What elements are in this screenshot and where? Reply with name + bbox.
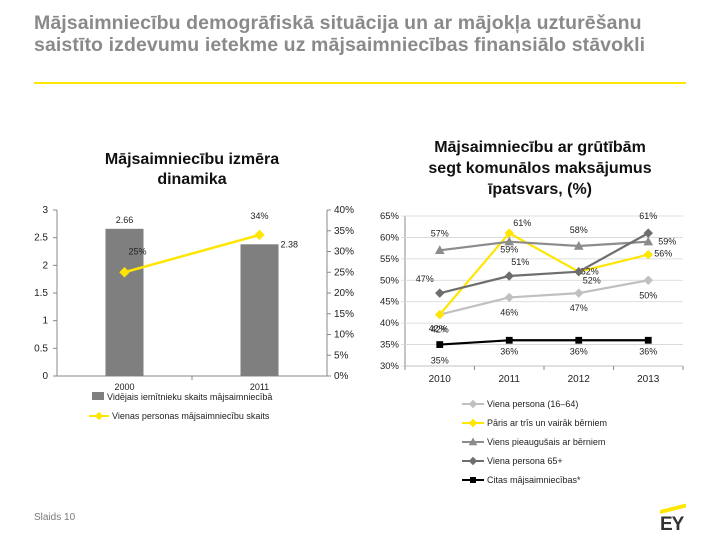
chart2-y-tick-label: 60% <box>380 232 400 243</box>
chart2-x-tick-label: 2010 <box>429 374 452 385</box>
chart2-data-label: 36% <box>500 346 518 356</box>
chart2-point <box>575 289 583 297</box>
chart2-data-label: 47% <box>416 274 434 284</box>
chart1-y-tick-label: 3 <box>42 205 48 216</box>
chart2-legend-marker <box>470 458 477 465</box>
chart2-point <box>644 251 652 259</box>
chart2-title-line: Mājsaimniecību ar grūtībām <box>434 139 646 156</box>
chart1-y2-tick-label: 20% <box>334 288 354 299</box>
chart2-legend-label: Citas mājsaimniecības* <box>487 475 581 485</box>
chart2-legend-label: Pāris ar trīs un vairāk bērniem <box>487 418 607 428</box>
chart2-data-label: 59% <box>500 245 518 255</box>
chart2-series-line <box>440 242 649 251</box>
chart1-y-tick-label: 2.5 <box>34 233 48 244</box>
chart2-legend-label: Viena persona (16–64) <box>487 399 578 409</box>
chart1-y2-tick-label: 15% <box>334 309 354 320</box>
chart1-y2-tick-label: 10% <box>334 330 354 341</box>
chart1-bar-label: 2.38 <box>281 239 299 249</box>
chart2-data-label: 61% <box>513 218 531 228</box>
chart1-legend-label: Vidējais iemītnieku skaits mājsaimniecīb… <box>107 392 272 402</box>
chart1-y-tick-label: 0.5 <box>34 343 48 354</box>
chart2-data-label: 46% <box>500 307 518 317</box>
chart2-title-line: īpatsvars, (%) <box>487 181 592 198</box>
chart2-data-label: 35% <box>431 356 449 366</box>
chart1-y2-tick-label: 5% <box>334 350 349 361</box>
chart1-y-tick-label: 1 <box>42 316 48 327</box>
chart2-y-tick-label: 65% <box>380 211 400 222</box>
chart2-legend-marker <box>470 401 477 408</box>
chart1-legend-line-marker <box>96 413 103 420</box>
chart2-data-label: 50% <box>639 290 657 300</box>
chart1-y2-tick-label: 30% <box>334 247 354 258</box>
chart1-y2-tick-label: 25% <box>334 267 354 278</box>
chart1-y2-tick-label: 40% <box>334 205 354 216</box>
chart2-x-tick-label: 2011 <box>498 374 520 385</box>
chart1-line-point <box>255 230 264 239</box>
chart2-x-tick-label: 2012 <box>568 374 591 385</box>
chart2-x-tick-label: 2013 <box>637 374 660 385</box>
chart1-y-tick-label: 1.5 <box>34 288 48 299</box>
chart2-data-label: 36% <box>639 346 657 356</box>
chart1-title-line: dinamika <box>157 171 226 188</box>
chart2-legend-label: Viena persona 65+ <box>487 456 563 466</box>
chart2-legend-label: Viens pieaugušais ar bērniem <box>487 437 605 447</box>
chart2-point <box>644 276 652 284</box>
chart2-title-line: segt komunālos maksājumus <box>428 160 651 177</box>
chart1-x-tick-label: 2011 <box>250 382 269 392</box>
chart2-data-label: 59% <box>658 237 676 247</box>
chart2-point <box>505 293 513 301</box>
chart2-point <box>575 337 582 344</box>
chart1-x-tick-label: 2000 <box>114 382 134 392</box>
charts-canvas: Mājsaimniecību izmēra dinamika 0 0.5 1 1.5 2 2.… <box>0 0 720 540</box>
ey-logo: EY <box>658 510 692 534</box>
chart2-y-tick-label: 30% <box>380 361 400 372</box>
chart2-y-tick-label: 55% <box>380 254 400 265</box>
chart2-data-label: 56% <box>654 249 672 259</box>
slide-number: Slaids 10 <box>34 512 75 523</box>
chart1-y-tick-label: 2 <box>42 260 48 271</box>
chart1-y-tick-label: 0 <box>42 371 48 382</box>
chart2-data-label: 47% <box>570 303 588 313</box>
chart1-bar-label: 2.66 <box>116 215 134 225</box>
chart2-y-tick-label: 35% <box>380 340 400 351</box>
chart2-point <box>645 337 652 344</box>
chart1-y2-tick-label: 0% <box>334 371 349 382</box>
chart1-line-label: 34% <box>250 211 268 221</box>
chart2-data-label: 51% <box>511 257 529 267</box>
chart2-legend-marker <box>470 420 477 427</box>
chart2-data-label: 52% <box>583 276 601 286</box>
ey-logo-text: EY <box>660 514 683 536</box>
chart2-y-tick-label: 40% <box>380 318 400 329</box>
chart2-data-label: 61% <box>639 211 657 221</box>
chart1-y2-tick-label: 35% <box>334 226 354 237</box>
chart1-legend-bar-swatch <box>92 392 104 400</box>
chart2-y-tick-label: 45% <box>380 297 400 308</box>
chart2-point <box>436 289 444 297</box>
chart2-data-label: 36% <box>570 346 588 356</box>
chart2-data-label: 42% <box>429 324 447 334</box>
chart2-point <box>506 337 513 344</box>
chart2-point <box>505 272 513 280</box>
chart2-series-line <box>440 340 649 344</box>
chart1-bar <box>241 244 279 376</box>
chart2-data-label: 57% <box>431 228 449 238</box>
chart2-y-tick-label: 50% <box>380 275 400 286</box>
chart2-data-label: 58% <box>570 225 588 235</box>
chart1-line-label: 25% <box>129 246 147 256</box>
chart2-point <box>436 341 443 348</box>
chart2-legend-marker <box>470 477 476 483</box>
chart1-title-line: Mājsaimniecību izmēra <box>105 151 279 168</box>
chart1-legend-label: Vienas personas mājsaimniecību skaits <box>112 411 270 421</box>
